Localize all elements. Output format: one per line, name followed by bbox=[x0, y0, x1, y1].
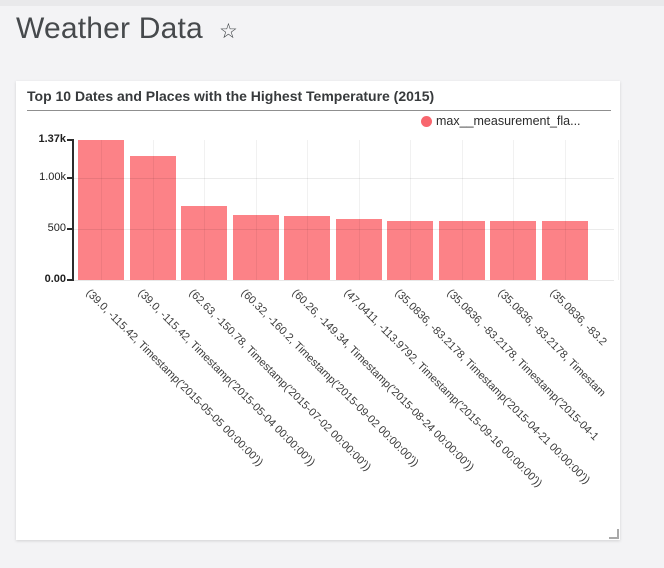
vertical-gridline bbox=[564, 140, 566, 280]
vertical-gridline bbox=[461, 140, 463, 280]
page-header: Weather Data ☆ bbox=[16, 12, 238, 46]
favorite-star-icon[interactable]: ☆ bbox=[218, 19, 238, 43]
legend-marker-icon bbox=[421, 115, 432, 127]
bar[interactable] bbox=[129, 156, 176, 280]
horizontal-gridline bbox=[72, 228, 614, 230]
chart-card: Top 10 Dates and Places with the Highest… bbox=[16, 81, 620, 540]
y-axis-tick bbox=[67, 176, 72, 179]
vertical-gridline bbox=[152, 140, 154, 280]
horizontal-gridline bbox=[72, 177, 614, 179]
bar[interactable] bbox=[490, 220, 536, 280]
x-tick-label: (60.26, -149.34, Timestamp('2015-08-24 0… bbox=[289, 287, 477, 474]
bar[interactable] bbox=[335, 219, 382, 280]
chart-title: Top 10 Dates and Places with the Highest… bbox=[27, 88, 435, 104]
y-axis-line bbox=[72, 139, 74, 281]
x-tick-label: (60.32, -160.2, Timestamp('2015-09-02 00… bbox=[238, 287, 421, 470]
bar-chart-plot: 1.37k 1.00k 500 0.00 (39.0, -115.42, Timesta… bbox=[16, 81, 620, 540]
window-top-edge bbox=[0, 0, 664, 6]
x-tick-label: (39.0, -115.42, Timestamp('2015-05-04 00… bbox=[135, 287, 317, 469]
x-tick-label: (35.0836, -83.2178, Timestam bbox=[495, 287, 608, 400]
x-axis-baseline bbox=[72, 280, 614, 281]
y-tick-label: 500 bbox=[47, 221, 66, 234]
vertical-gridline bbox=[204, 140, 205, 280]
bar[interactable] bbox=[232, 214, 279, 280]
bar[interactable] bbox=[387, 220, 433, 280]
bar[interactable] bbox=[181, 205, 227, 280]
bar[interactable] bbox=[284, 215, 330, 280]
x-tick-label: (47.0411, -113.9792, Timestamp('2015-09-… bbox=[341, 287, 544, 490]
page-title: Weather Data bbox=[16, 12, 203, 45]
title-divider bbox=[27, 110, 611, 111]
vertical-gridline bbox=[513, 140, 514, 280]
x-tick-label: (39.0, -115.42, Timestamp('2015-05-05 00… bbox=[83, 287, 266, 469]
y-tick-label: 1.00k bbox=[39, 170, 66, 183]
vertical-gridline bbox=[358, 140, 360, 280]
y-axis-tick bbox=[67, 139, 72, 141]
y-tick-label: 0.00 bbox=[44, 273, 66, 285]
vertical-gridline bbox=[255, 140, 257, 280]
y-tick-label: 1.37k bbox=[38, 133, 66, 145]
vertical-gridline bbox=[101, 140, 102, 280]
vertical-gridline bbox=[618, 140, 619, 280]
bar[interactable] bbox=[438, 220, 485, 280]
y-axis-tick bbox=[67, 279, 72, 281]
x-tick-label: (35.0836, -83.2178, Timestamp('2015-04-2… bbox=[392, 287, 593, 487]
legend-item[interactable]: max__measurement_fla... bbox=[421, 114, 581, 128]
resize-handle-icon[interactable] bbox=[609, 529, 619, 539]
x-tick-label: (62.63, -150.78, Timestamp('2015-07-02 0… bbox=[186, 287, 374, 474]
bar[interactable] bbox=[78, 140, 124, 280]
vertical-gridline bbox=[307, 140, 308, 280]
vertical-gridline bbox=[410, 140, 411, 280]
y-axis-tick bbox=[67, 227, 72, 230]
legend-label: max__measurement_fla... bbox=[436, 114, 581, 128]
bar[interactable] bbox=[541, 220, 588, 280]
